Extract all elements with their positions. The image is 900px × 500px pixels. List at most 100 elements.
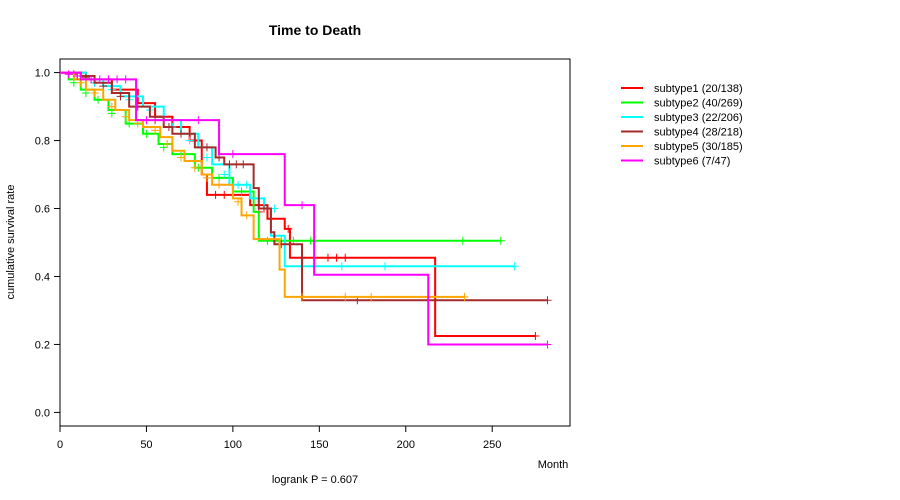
- censor-mark: [194, 116, 203, 125]
- survival-curve-line: [60, 71, 501, 242]
- censor-mark: [177, 153, 186, 162]
- legend-label: subtype2 (40/269): [654, 98, 743, 110]
- legend-item: subtype1 (20/138): [621, 83, 743, 95]
- censor-mark: [159, 143, 168, 152]
- censor-mark: [298, 292, 307, 301]
- censor-mark: [323, 253, 332, 262]
- y-tick-label: 0.8: [35, 136, 50, 148]
- y-tick-label: 0.2: [35, 339, 50, 351]
- censor-mark: [104, 75, 113, 84]
- censor-mark: [460, 292, 469, 301]
- censor-mark: [159, 116, 168, 125]
- censor-mark: [367, 292, 376, 301]
- y-tick-label: 0.6: [35, 204, 50, 216]
- censor-mark: [121, 112, 130, 121]
- censor-mark: [381, 262, 390, 271]
- censor-mark: [234, 180, 243, 189]
- censor-mark: [163, 139, 172, 148]
- legend-item: subtype5 (30/185): [621, 141, 743, 153]
- censor-mark: [225, 160, 234, 169]
- censor-mark: [234, 197, 243, 206]
- survival-curve-line: [60, 71, 465, 298]
- x-axis-label: Month: [538, 459, 569, 471]
- legend-label: subtype5 (30/185): [654, 141, 743, 153]
- censor-mark: [228, 150, 237, 159]
- y-axis-ticks: 0.0 0.2 0.4 0.6 0.8 1.0: [35, 68, 60, 419]
- censor-mark: [531, 331, 540, 340]
- censor-mark: [185, 136, 194, 145]
- censor-mark: [211, 190, 220, 199]
- censor-mark: [337, 262, 346, 271]
- legend-item: subtype6 (7/47): [621, 156, 730, 168]
- censor-mark: [543, 296, 552, 305]
- censor-mark: [458, 236, 467, 245]
- y-axis-label: cumulative survival rate: [5, 185, 17, 300]
- survival-curve-line: [60, 71, 548, 346]
- y-tick-label: 0.4: [35, 271, 50, 283]
- y-tick-label: 0.0: [35, 407, 50, 419]
- censor-mark: [215, 173, 224, 182]
- censor-mark: [94, 95, 103, 104]
- censor-mark: [284, 224, 293, 233]
- censor-mark: [232, 160, 241, 169]
- y-tick-label: 1.0: [35, 68, 50, 80]
- censor-mark: [510, 262, 519, 271]
- series-subtype6: [60, 70, 552, 349]
- legend-label: subtype3 (22/206): [654, 112, 743, 124]
- censor-mark: [142, 116, 151, 125]
- censor-mark: [332, 253, 341, 262]
- censor-mark: [263, 236, 272, 245]
- plot-frame: [59, 58, 571, 427]
- censor-mark: [90, 88, 99, 97]
- censor-mark: [151, 126, 160, 135]
- x-tick-label: 0: [57, 439, 63, 451]
- censor-mark: [121, 75, 130, 84]
- censor-mark: [341, 292, 350, 301]
- legend-label: subtype4 (28/218): [654, 127, 743, 139]
- logrank-p-value: logrank P = 0.607: [272, 474, 358, 486]
- censor-mark: [142, 129, 151, 138]
- series-subtype5: [60, 71, 469, 301]
- x-tick-label: 100: [224, 439, 242, 451]
- censor-mark: [202, 143, 211, 152]
- legend-item: subtype3 (22/206): [621, 112, 743, 124]
- censor-mark: [298, 201, 307, 210]
- censor-mark: [220, 190, 229, 199]
- legend-item: subtype2 (40/269): [621, 98, 743, 110]
- x-tick-label: 250: [483, 439, 501, 451]
- censor-mark: [177, 129, 186, 138]
- legend: subtype1 (20/138) subtype2 (40/269) subtyp…: [621, 83, 743, 168]
- censor-mark: [95, 75, 104, 84]
- censor-mark: [73, 71, 82, 80]
- censor-mark: [164, 122, 173, 131]
- censor-mark: [239, 160, 248, 169]
- censor-mark: [107, 102, 116, 111]
- censor-mark: [87, 75, 96, 84]
- censor-mark: [237, 187, 246, 196]
- censor-mark: [113, 75, 122, 84]
- legend-label: subtype6 (7/47): [654, 156, 730, 168]
- censor-mark: [242, 180, 251, 189]
- censor-mark: [64, 70, 73, 79]
- censor-mark: [220, 170, 229, 179]
- censor-mark: [242, 211, 251, 220]
- x-tick-label: 50: [140, 439, 152, 451]
- x-tick-label: 150: [310, 439, 328, 451]
- censor-mark: [107, 109, 116, 118]
- censor-mark: [496, 236, 505, 245]
- legend-item: subtype4 (28/218): [621, 127, 743, 139]
- censor-mark: [190, 163, 199, 172]
- x-axis-ticks: 0 50 100 150 200 250: [57, 426, 501, 451]
- x-tick-label: 200: [397, 439, 415, 451]
- censor-mark: [202, 173, 211, 182]
- chart-title: Time to Death: [269, 22, 361, 38]
- censor-mark: [260, 204, 268, 213]
- survival-curves: [60, 70, 552, 349]
- censor-mark: [543, 340, 552, 349]
- censor-mark: [341, 253, 350, 262]
- censor-mark: [215, 180, 224, 189]
- series-subtype4: [60, 70, 552, 305]
- censor-mark: [202, 153, 211, 162]
- censor-mark: [116, 92, 125, 101]
